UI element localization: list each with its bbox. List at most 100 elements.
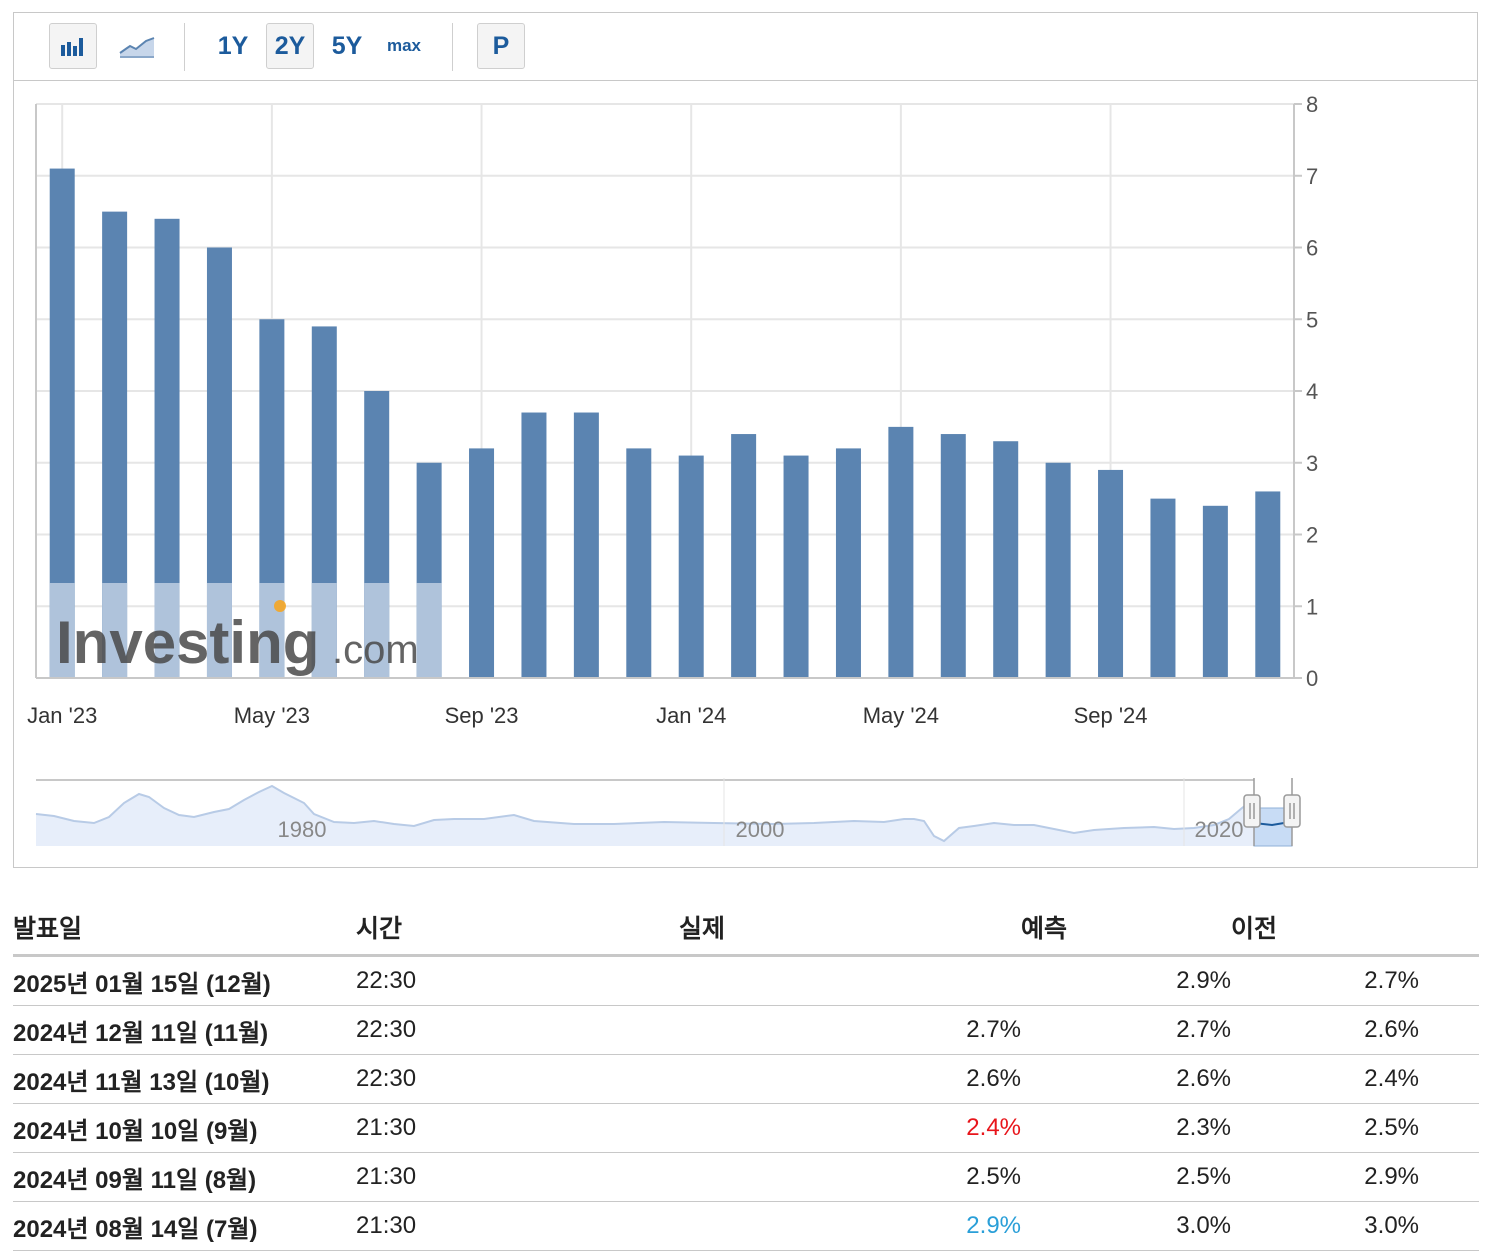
y-tick-label: 7 xyxy=(1306,164,1318,189)
row-date: 2024년 12월 11일 (11월) xyxy=(13,1005,356,1055)
navigator-area xyxy=(36,786,1254,846)
x-tick-label: May '24 xyxy=(863,703,939,728)
y-tick-label: 0 xyxy=(1306,666,1318,691)
range-1y-button[interactable]: 1Y xyxy=(217,31,249,60)
navigator-year-label: 1980 xyxy=(278,817,327,842)
x-tick-label: Sep '24 xyxy=(1074,703,1148,728)
navigator-year-label: 2020 xyxy=(1195,817,1244,842)
y-tick-label: 5 xyxy=(1306,307,1318,332)
y-tick-label: 8 xyxy=(1306,92,1318,117)
row-actual: 2.4% xyxy=(679,1103,1021,1153)
row-forecast: 2.6% xyxy=(1021,1054,1231,1104)
y-tick-label: 3 xyxy=(1306,451,1318,476)
row-previous: 2.6% xyxy=(1231,1005,1419,1055)
bar-watermark-overlay xyxy=(154,583,180,678)
row-spacer xyxy=(1419,1152,1479,1202)
preliminary-button[interactable]: P xyxy=(477,23,525,69)
investing-logo-watermark: Investing .com xyxy=(56,600,419,676)
navigator-line xyxy=(35,784,1255,843)
bar xyxy=(1045,462,1071,678)
row-previous: 2.9% xyxy=(1231,1152,1419,1202)
row-actual: 2.9% xyxy=(679,1201,1021,1251)
bar-watermark-overlay xyxy=(259,583,285,678)
x-tick-label: Jan '23 xyxy=(27,703,97,728)
line-chart-icon xyxy=(119,37,155,58)
x-tick-label: Sep '23 xyxy=(445,703,519,728)
row-time: 22:30 xyxy=(356,1054,679,1104)
row-date: 2024년 11월 13일 (10월) xyxy=(13,1054,356,1104)
row-previous: 2.4% xyxy=(1231,1054,1419,1104)
header-time[interactable]: 시간 xyxy=(356,900,679,957)
row-time: 22:30 xyxy=(356,1005,679,1055)
axes xyxy=(35,103,1302,679)
toolbar-divider xyxy=(184,23,185,71)
row-forecast: 2.9% xyxy=(1021,955,1231,1006)
row-previous: 2.7% xyxy=(1231,955,1419,1006)
bar-chart-icon xyxy=(61,38,83,56)
bar xyxy=(783,455,809,678)
y-tick-label: 4 xyxy=(1306,379,1318,404)
bar-watermark-overlay xyxy=(416,583,442,678)
events-table: 발표일 시간 실제 예측 이전 2025년 01월 15일 (12월) 22:30… xyxy=(13,900,1479,1251)
range-max-button[interactable]: max xyxy=(386,36,422,55)
row-spacer xyxy=(1419,1054,1479,1104)
row-previous: 2.5% xyxy=(1231,1103,1419,1153)
bar-watermark-overlay xyxy=(49,583,75,678)
navigator-right-handle[interactable] xyxy=(1283,794,1301,828)
bar xyxy=(521,412,547,678)
navigator-left-handle[interactable] xyxy=(1243,794,1261,828)
handle-grip xyxy=(1283,794,1301,828)
bar-series xyxy=(49,168,1281,679)
row-spacer xyxy=(1419,1201,1479,1251)
bar-chart-button[interactable] xyxy=(49,23,97,69)
row-date: 2024년 08월 14일 (7월) xyxy=(13,1201,356,1251)
row-time: 21:30 xyxy=(356,1152,679,1202)
header-date[interactable]: 발표일 xyxy=(13,900,356,957)
row-actual xyxy=(679,955,1021,1006)
row-spacer xyxy=(1419,955,1479,1006)
bar xyxy=(1150,498,1176,678)
bar xyxy=(1255,491,1281,678)
x-tick-label: May '23 xyxy=(234,703,310,728)
chart-canvas: Investing .com 0 1 2 3 4 5 6 7 8 Jan '23 May '23 S… xyxy=(27,92,1318,847)
row-forecast: 3.0% xyxy=(1021,1201,1231,1251)
row-forecast: 2.7% xyxy=(1021,1005,1231,1055)
x-tick-label: Jan '24 xyxy=(656,703,726,728)
table-row: 2024년 10월 10일 (9월) 21:30 2.4% 2.3% 2.5% xyxy=(13,1103,1479,1153)
row-time: 22:30 xyxy=(356,955,679,1006)
bar xyxy=(626,448,652,678)
header-actual[interactable]: 실제 xyxy=(679,900,1021,957)
navigator-year-label: 2000 xyxy=(736,817,785,842)
bar xyxy=(1098,469,1124,678)
bar xyxy=(678,455,704,678)
bar xyxy=(731,434,757,678)
header-spacer xyxy=(1419,900,1479,957)
header-forecast[interactable]: 예측 xyxy=(1021,900,1231,957)
table-row: 2024년 11월 13일 (10월) 22:30 2.6% 2.6% 2.4% xyxy=(13,1054,1479,1104)
row-actual: 2.5% xyxy=(679,1152,1021,1202)
row-previous: 3.0% xyxy=(1231,1201,1419,1251)
line-chart-button[interactable] xyxy=(112,23,164,69)
row-forecast: 2.3% xyxy=(1021,1103,1231,1153)
range-5y-button[interactable]: 5Y xyxy=(331,31,363,60)
bar xyxy=(469,448,495,678)
table-row: 2024년 08월 14일 (7월) 21:30 2.9% 3.0% 3.0% xyxy=(13,1201,1479,1251)
bar-watermark-overlay xyxy=(102,583,128,678)
x-axis-labels: Jan '23 May '23 Sep '23 Jan '24 May '24 Sep '… xyxy=(27,703,1147,728)
row-actual: 2.7% xyxy=(679,1005,1021,1055)
header-previous[interactable]: 이전 xyxy=(1231,900,1419,957)
bar-watermark-overlay xyxy=(206,583,232,678)
table-header-row: 발표일 시간 실제 예측 이전 xyxy=(13,900,1479,957)
table-row: 2025년 01월 15일 (12월) 22:30 2.9% 2.7% xyxy=(13,955,1479,1006)
row-spacer xyxy=(1419,1103,1479,1153)
row-time: 21:30 xyxy=(356,1103,679,1153)
range-navigator[interactable]: 1980 2000 2020 xyxy=(35,778,1301,847)
y-tick-label: 2 xyxy=(1306,523,1318,548)
bar-watermark-overlay xyxy=(364,583,390,678)
svg-text:.com: .com xyxy=(332,628,419,672)
range-2y-button[interactable]: 2Y xyxy=(266,23,314,69)
chart-panel: 1Y 2Y 5Y max P Investing .com 0 1 2 3 4 5 6 7 8 … xyxy=(13,12,1478,868)
handle-grip xyxy=(1243,794,1261,828)
svg-text:Investing: Investing xyxy=(56,609,319,676)
bar xyxy=(835,448,861,678)
